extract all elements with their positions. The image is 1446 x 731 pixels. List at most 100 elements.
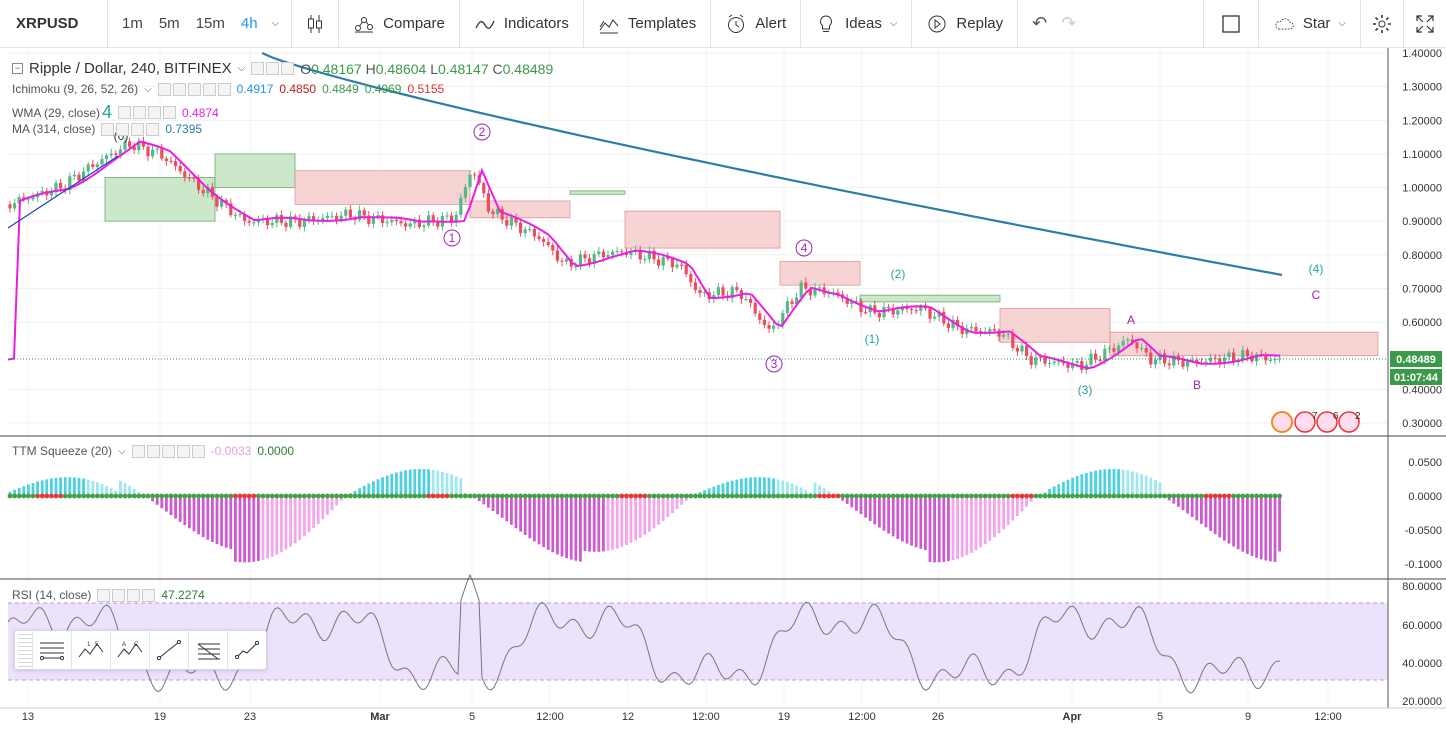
squeeze-dot: [973, 493, 979, 499]
alert-button[interactable]: Alert: [710, 0, 800, 48]
chart-type-button[interactable]: [291, 0, 338, 48]
ichimoku-dropdown-icon[interactable]: ⌵: [144, 83, 152, 95]
candle-body: [187, 177, 191, 179]
squeeze-label[interactable]: TTM Squeeze (20): [12, 444, 113, 458]
rsi-line[interactable]: [7, 573, 1280, 694]
series-dropdown-icon[interactable]: ⌵: [237, 63, 246, 74]
squeeze-dot: [200, 493, 206, 499]
rsi-label[interactable]: RSI (14, close): [12, 588, 92, 602]
squeeze-bar: [234, 496, 237, 562]
squeeze-dot: [288, 493, 293, 499]
squeeze-dropdown-icon[interactable]: ⌵: [118, 445, 126, 457]
ichimoku-label[interactable]: Ichimoku (9, 26, 52, 26): [12, 82, 139, 96]
squeeze-bar: [818, 485, 821, 496]
squeeze-dot: [279, 493, 284, 499]
squeeze-bar: [675, 496, 679, 509]
event-flags[interactable]: 7 6 2: [1271, 411, 1361, 433]
squeeze-bar: [289, 496, 292, 547]
squeeze-bar: [1241, 496, 1245, 552]
squeeze-actions[interactable]: [131, 444, 205, 458]
squeeze-bar: [188, 496, 191, 529]
candle-body: [243, 214, 247, 221]
fullscreen-toggle-button[interactable]: [1202, 0, 1258, 48]
ma-314-line[interactable]: [261, 51, 1283, 277]
wma-29-line[interactable]: [7, 140, 1281, 370]
squeeze-legend: TTM Squeeze (20) ⌵ -0.0033 0.0000: [12, 444, 294, 458]
squeeze-dot: [716, 493, 721, 499]
squeeze-dot: [357, 493, 362, 499]
interval-15m[interactable]: 15m: [195, 15, 225, 32]
rsi-actions[interactable]: [97, 588, 156, 602]
candle-body: [178, 166, 182, 172]
star-dropdown-icon[interactable]: ⌵: [1338, 18, 1346, 29]
squeeze-bar: [1121, 469, 1125, 496]
candle-body: [95, 164, 99, 168]
ichimoku-cloud: [104, 153, 1379, 357]
settings-button[interactable]: [1360, 0, 1403, 48]
ideas-button[interactable]: Ideas ⌵: [800, 0, 911, 48]
redo-icon[interactable]: ↷: [1061, 13, 1077, 33]
series-title[interactable]: Ripple / Dollar, 240, BITFINEX: [29, 60, 232, 77]
candle-body: [454, 214, 458, 223]
undo-icon[interactable]: ↶: [1032, 13, 1048, 33]
ma-label[interactable]: MA (314, close): [12, 122, 96, 136]
ideas-label: Ideas: [845, 15, 882, 32]
time-axis[interactable]: 13 19 23 Mar 5 12:00 12 12:00 19 12:00 26 Apr 5 9 12:0…: [22, 711, 1342, 723]
candle-body: [680, 264, 684, 266]
compare-button[interactable]: Compare: [338, 0, 459, 48]
trend-line[interactable]: [7, 155, 119, 229]
candle-body: [1149, 352, 1153, 365]
replay-button[interactable]: Replay: [911, 0, 1017, 48]
wave-circle: [473, 123, 491, 141]
squeeze-bar: [551, 496, 555, 553]
squeeze-dot: [826, 493, 832, 499]
squeeze-dot: [463, 493, 468, 499]
squeeze-dot: [16, 493, 22, 499]
chart-canvas[interactable]: 1.40000 1.30000 1.20000 1.10000 1.00000 0.900…: [0, 48, 1446, 731]
us-flag-icon[interactable]: [1338, 411, 1360, 433]
wma-label[interactable]: WMA (29, close): [12, 105, 101, 120]
squeeze-dot: [900, 493, 905, 499]
candle-body: [951, 319, 955, 328]
interval-4h[interactable]: 4h: [240, 15, 258, 32]
fib-tool[interactable]: [188, 631, 227, 669]
time-tick: 12:00: [848, 711, 876, 723]
time-tick: 12:00: [692, 711, 720, 723]
us-flag-icon[interactable]: [1271, 411, 1293, 433]
interval-5m[interactable]: 5m: [158, 15, 180, 32]
path-tool[interactable]: [227, 631, 266, 669]
squeeze-dot: [191, 493, 197, 499]
star-button[interactable]: Star ⌵: [1257, 0, 1360, 48]
squeeze-dot: [7, 493, 13, 499]
us-flag-icon[interactable]: [1294, 411, 1316, 433]
interval-dropdown-icon[interactable]: ⌵: [271, 18, 280, 29]
squeeze-dot: [1226, 493, 1232, 499]
squeeze-dot: [1199, 493, 1204, 499]
svg-text:C: C: [134, 642, 139, 648]
squeeze-dot: [306, 493, 312, 499]
interval-1m[interactable]: 1m: [122, 15, 143, 32]
squeeze-bar: [1278, 496, 1281, 552]
more-icon[interactable]: [281, 62, 295, 75]
gear-icon[interactable]: [266, 62, 280, 75]
templates-button[interactable]: Templates: [582, 0, 710, 48]
wma-actions[interactable]: [118, 106, 177, 119]
collapse-legend-icon[interactable]: −: [12, 63, 23, 74]
drag-handle[interactable]: [18, 631, 32, 669]
horizontal-lines-tool[interactable]: [32, 631, 71, 669]
eye-icon[interactable]: [251, 62, 265, 75]
trend-line-tool[interactable]: [149, 631, 188, 669]
squeeze-bar: [625, 496, 628, 546]
ichimoku-actions[interactable]: [157, 82, 231, 96]
us-flag-icon[interactable]: [1316, 411, 1338, 433]
ideas-dropdown-icon[interactable]: ⌵: [889, 18, 898, 29]
indicators-button[interactable]: Indicators: [458, 0, 583, 48]
squeeze-dot: [26, 493, 31, 499]
expand-button[interactable]: [1403, 0, 1446, 48]
ma-actions[interactable]: [101, 122, 160, 136]
symbol-search[interactable]: XRPUSD: [0, 0, 108, 48]
series-actions[interactable]: [251, 62, 295, 75]
squeeze-dot: [366, 493, 372, 499]
